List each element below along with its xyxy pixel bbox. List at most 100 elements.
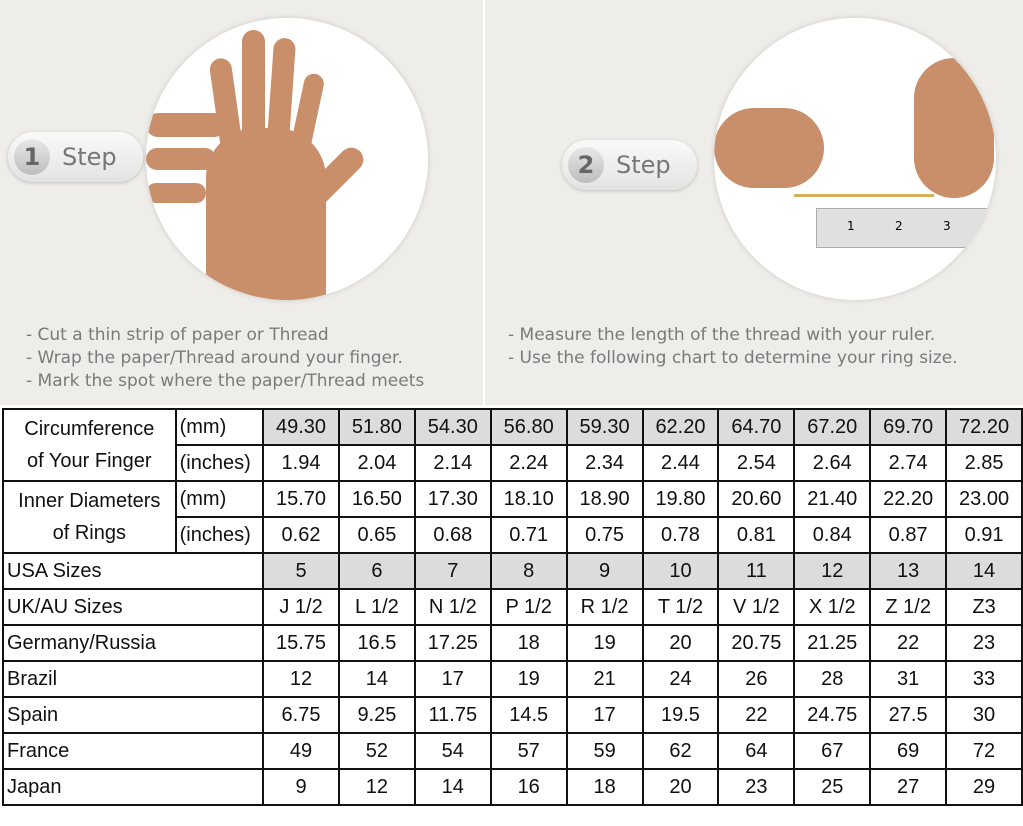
size-row: UK/AU Sizes J 1/2 L 1/2 N 1/2 P 1/2 R 1/2 T 1/… bbox=[1, 588, 1023, 626]
size-value: 21 bbox=[565, 660, 644, 698]
size-value: 16 bbox=[489, 768, 568, 806]
size-value: 72.20 bbox=[945, 408, 1023, 446]
size-value: 19 bbox=[489, 660, 568, 698]
size-value: 21.40 bbox=[793, 480, 872, 518]
ruler-mark: 2 bbox=[895, 219, 903, 233]
size-value: 52 bbox=[337, 732, 416, 770]
size-row: France 49 52 54 57 59 62 64 67 69 72 bbox=[1, 732, 1023, 770]
size-value: 27 bbox=[869, 768, 948, 806]
size-value: 14 bbox=[413, 768, 492, 806]
size-value: 49 bbox=[262, 732, 340, 770]
size-value: 0.87 bbox=[869, 516, 948, 554]
size-value: 15.70 bbox=[262, 480, 340, 518]
size-value: 2.74 bbox=[869, 444, 948, 482]
size-value: 54.30 bbox=[413, 408, 492, 446]
size-value: N 1/2 bbox=[413, 588, 492, 626]
size-value: 24 bbox=[641, 660, 720, 698]
diameter-label-line: of Rings bbox=[52, 522, 126, 544]
size-value: 0.91 bbox=[945, 516, 1023, 554]
circumference-mm-row: Circumference of Your Finger (mm) 49.30 51.8… bbox=[2, 408, 1023, 482]
row-label: Germany/Russia bbox=[1, 624, 265, 662]
row-label: Spain bbox=[1, 696, 265, 734]
size-value: 20 bbox=[641, 768, 720, 806]
size-value: 0.84 bbox=[793, 516, 872, 554]
size-value: 0.81 bbox=[717, 516, 796, 554]
size-value: 23 bbox=[717, 768, 796, 806]
size-row: Spain 6.75 9.25 11.75 14.5 17 19.5 22 24.75 27.5 3… bbox=[1, 696, 1023, 734]
size-value: 2.54 bbox=[717, 444, 796, 482]
row-label: France bbox=[1, 732, 265, 770]
size-value: 6 bbox=[337, 552, 416, 590]
size-value: 29 bbox=[945, 768, 1023, 806]
step2-bullet: - Measure the length of the thread with … bbox=[508, 325, 936, 345]
step1-bullet: - Cut a thin strip of paper or Thread bbox=[26, 325, 329, 345]
size-value: 62 bbox=[641, 732, 720, 770]
ring-size-table: Circumference of Your Finger (mm) 49.30 51.8… bbox=[1, 408, 1023, 806]
size-value: X 1/2 bbox=[793, 588, 872, 626]
size-value: R 1/2 bbox=[565, 588, 644, 626]
size-row: Japan 9 12 14 16 18 20 23 25 27 29 bbox=[1, 768, 1023, 806]
ruler: 1 2 3 bbox=[816, 208, 996, 248]
size-value: 57 bbox=[489, 732, 568, 770]
size-value: Z3 bbox=[945, 588, 1023, 626]
size-value: 64.70 bbox=[717, 408, 796, 446]
size-value: 13 bbox=[869, 552, 948, 590]
unit-label: (inches) bbox=[174, 444, 265, 482]
step1-badge: 1 Step bbox=[8, 132, 143, 182]
size-value: 11 bbox=[717, 552, 796, 590]
size-value: 28 bbox=[793, 660, 872, 698]
size-value: 2.04 bbox=[337, 444, 416, 482]
step2-bullet: - Use the following chart to determine y… bbox=[508, 348, 958, 368]
circumference-label-line: of Your Finger bbox=[27, 450, 152, 472]
row-label: UK/AU Sizes bbox=[1, 588, 265, 626]
diameter-label: Inner Diameters of Rings bbox=[2, 480, 177, 554]
step1-bullet: - Mark the spot where the paper/Thread m… bbox=[26, 371, 425, 391]
step2-badge: 2 Step bbox=[562, 140, 697, 190]
size-value: 23.00 bbox=[945, 480, 1023, 518]
size-value: V 1/2 bbox=[717, 588, 796, 626]
size-value: 17 bbox=[413, 660, 492, 698]
size-value: 0.78 bbox=[641, 516, 720, 554]
instructions-panel: 1 Step - Cut a thin strip of paper or Th… bbox=[0, 0, 1023, 405]
size-value: 67.20 bbox=[793, 408, 872, 446]
size-value: 9 bbox=[565, 552, 644, 590]
size-value: 12 bbox=[337, 768, 416, 806]
unit-label: (mm) bbox=[174, 408, 265, 446]
ruler-mark: 3 bbox=[943, 219, 951, 233]
size-value: 2.34 bbox=[565, 444, 644, 482]
size-value: 26 bbox=[717, 660, 796, 698]
step1-hand-image bbox=[146, 18, 428, 300]
size-value: 20 bbox=[641, 624, 720, 662]
size-value: 18.90 bbox=[565, 480, 644, 518]
size-value: 69 bbox=[869, 732, 948, 770]
step1-bullet: - Wrap the paper/Thread around your fing… bbox=[26, 348, 403, 368]
size-value: T 1/2 bbox=[641, 588, 720, 626]
size-value: 33 bbox=[945, 660, 1023, 698]
step2-instructions: - Measure the length of the thread with … bbox=[508, 324, 958, 370]
step2-ruler-image: 1 2 3 bbox=[714, 18, 996, 300]
size-value: 14 bbox=[337, 660, 416, 698]
step2-number: 2 bbox=[568, 147, 604, 183]
size-value: 19.80 bbox=[641, 480, 720, 518]
size-value: 0.68 bbox=[413, 516, 492, 554]
size-value: 2.85 bbox=[945, 444, 1023, 482]
size-value: 54 bbox=[413, 732, 492, 770]
size-value: 16.5 bbox=[337, 624, 416, 662]
size-value: 17.25 bbox=[413, 624, 492, 662]
ruler-mark: 1 bbox=[847, 219, 855, 233]
size-value: 19 bbox=[565, 624, 644, 662]
size-value: 24.75 bbox=[793, 696, 872, 734]
step1-number: 1 bbox=[14, 139, 50, 175]
size-value: 49.30 bbox=[262, 408, 340, 446]
size-value: 21.25 bbox=[793, 624, 872, 662]
size-value: 62.20 bbox=[641, 408, 720, 446]
size-value: 17 bbox=[565, 696, 644, 734]
size-value: 18 bbox=[489, 624, 568, 662]
unit-label: (inches) bbox=[174, 516, 265, 554]
size-value: 16.50 bbox=[337, 480, 416, 518]
step1-label: Step bbox=[62, 143, 117, 171]
size-value: 11.75 bbox=[413, 696, 492, 734]
size-value: 20.75 bbox=[717, 624, 796, 662]
size-value: 64 bbox=[717, 732, 796, 770]
size-row: USA Sizes 5 6 7 8 9 10 11 12 13 14 bbox=[1, 552, 1023, 590]
